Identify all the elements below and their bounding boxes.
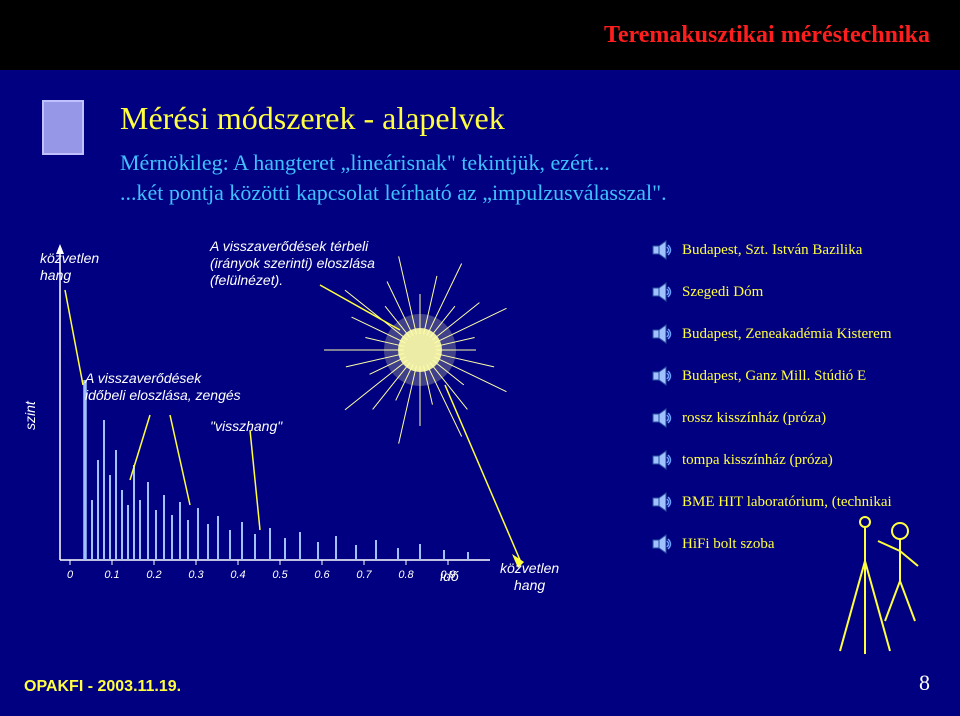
annotation-direct-sound-2: közvetlenhang	[500, 560, 559, 594]
header-title: Teremakusztikai méréstechnika	[604, 22, 930, 49]
speaker-icon[interactable]	[652, 450, 674, 470]
svg-text:0.4: 0.4	[230, 569, 245, 581]
speaker-icon[interactable]	[652, 408, 674, 428]
sound-item[interactable]: rossz kisszínház (próza)	[652, 408, 932, 428]
footer-text: OPAKFI - 2003.11.19.	[24, 678, 181, 696]
svg-text:0.2: 0.2	[146, 569, 161, 581]
subtitle-line-1: Mérnökileg: A hangteret „lineárisnak" te…	[120, 150, 610, 176]
sound-item[interactable]: Budapest, Zeneakadémia Kisterem	[652, 324, 932, 344]
svg-text:0.7: 0.7	[356, 569, 372, 581]
svg-text:0.6: 0.6	[314, 569, 330, 581]
speaker-icon[interactable]	[652, 492, 674, 512]
annotation-temporal-distribution: A visszaverődésekidőbeli eloszlása, zeng…	[85, 370, 285, 404]
annotation-spatial-distribution: A visszaverődések térbeli(irányok szerin…	[210, 238, 420, 288]
sound-item-label: Budapest, Zeneakadémia Kisterem	[682, 326, 892, 343]
sound-item[interactable]: Budapest, Szt. István Bazilika	[652, 240, 932, 260]
speaker-icon[interactable]	[652, 534, 674, 554]
svg-text:0.1: 0.1	[104, 569, 119, 581]
sound-item-label: rossz kisszínház (próza)	[682, 410, 826, 427]
sound-item-label: HiFi bolt szoba	[682, 536, 775, 553]
speaker-icon[interactable]	[652, 324, 674, 344]
speaker-icon[interactable]	[652, 366, 674, 386]
y-axis-label: szint	[22, 401, 39, 430]
svg-text:0.8: 0.8	[398, 569, 414, 581]
page-title: Mérési módszerek - alapelvek	[120, 100, 505, 137]
sound-item[interactable]: Budapest, Ganz Mill. Stúdió E	[652, 366, 932, 386]
speaker-icon[interactable]	[652, 240, 674, 260]
accent-box	[42, 100, 84, 155]
annotation-direct-sound: közvetlenhang	[40, 250, 99, 284]
x-axis-label: idő	[440, 568, 459, 585]
svg-text:0.3: 0.3	[188, 569, 204, 581]
sound-item-label: tompa kisszínház (próza)	[682, 452, 833, 469]
sound-item-label: Szegedi Dóm	[682, 284, 763, 301]
sound-item[interactable]: Szegedi Dóm	[652, 282, 932, 302]
svg-text:0: 0	[67, 569, 74, 581]
header-strip: Teremakusztikai méréstechnika	[0, 0, 960, 70]
annotation-echo: "visszhang"	[210, 418, 282, 435]
sound-item-label: Budapest, Ganz Mill. Stúdió E	[682, 368, 866, 385]
speaker-icon[interactable]	[652, 282, 674, 302]
page-number: 8	[919, 670, 930, 696]
subtitle-line-2: ...két pontja közötti kapcsolat leírható…	[120, 180, 667, 206]
sound-item[interactable]: tompa kisszínház (próza)	[652, 450, 932, 470]
stickman-figure	[800, 506, 930, 656]
sound-item-label: Budapest, Szt. István Bazilika	[682, 242, 862, 259]
svg-text:0.5: 0.5	[272, 569, 288, 581]
